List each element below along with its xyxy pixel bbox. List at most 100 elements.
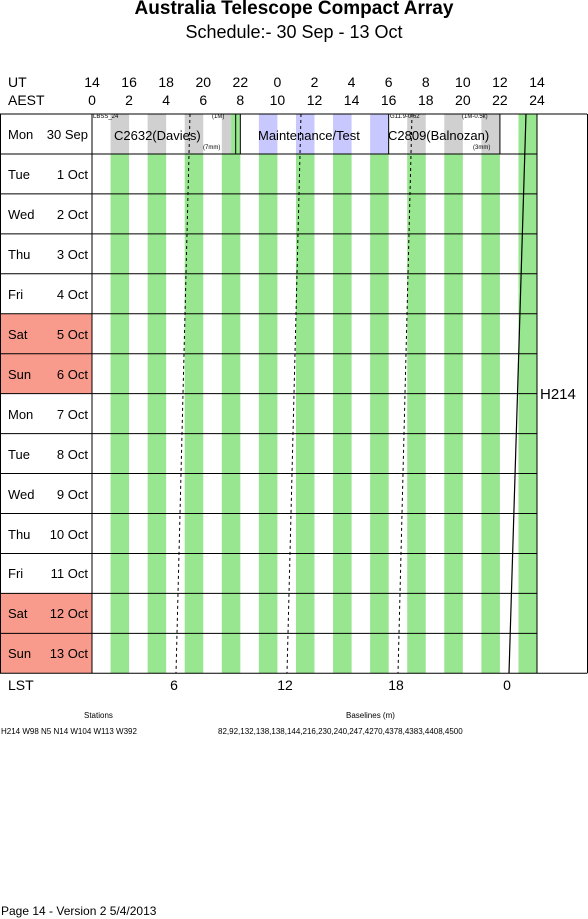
day-date-label: 13 Oct [49, 646, 88, 662]
green-stripe [147, 153, 167, 674]
gray-block [481, 114, 500, 154]
weekend-cell [0, 593, 92, 634]
gray-block [110, 114, 130, 154]
ut-tick-label: 2 [310, 74, 319, 90]
page-footer: Page 14 - Version 2 5/4/2013 [1, 904, 157, 918]
gray-block [221, 114, 232, 154]
stations-list: H214 W98 N5 N14 W104 W113 W392 [1, 727, 137, 736]
green-stripe [518, 114, 537, 154]
page-title: Australia Telescope Compact Array [134, 0, 454, 19]
ut-tick-label: 18 [158, 74, 174, 90]
day-date-label: 3 Oct [56, 246, 88, 262]
baselines-list: 82,92,132,138,138,144,216,230,240,247,42… [218, 727, 463, 736]
aest-tick-label: 2 [125, 92, 133, 108]
ut-tick-label: 8 [421, 74, 430, 90]
ut-tick-label: 14 [84, 74, 100, 90]
gray-block [184, 114, 204, 154]
aest-label: AEST [8, 92, 45, 108]
ut-tick-label: 12 [492, 74, 508, 90]
lst-zero-line [508, 113, 527, 674]
day-date-label: 7 Oct [56, 406, 88, 422]
weekend-cell [0, 313, 92, 354]
day-date-label: 5 Oct [56, 326, 88, 342]
day-date-label: 12 Oct [49, 606, 88, 622]
day-name-label: Wed [8, 486, 35, 502]
day-name-label: Wed [8, 206, 35, 222]
green-stripe [258, 153, 278, 674]
day-name-label: Sun [8, 646, 32, 662]
aest-tick-label: 20 [455, 92, 471, 108]
aest-tick-label: 12 [306, 92, 323, 108]
day-name-label: Thu [8, 526, 31, 542]
baselines-heading: Baselines (m) [346, 711, 395, 720]
c2809-band-label: (3mm) [473, 145, 491, 151]
aest-tick-label: 22 [492, 92, 508, 108]
green-stripe [221, 153, 241, 674]
aest-tick-label: 6 [199, 92, 208, 108]
aest-tick-label: 4 [162, 92, 171, 108]
lst-tick-label: 0 [503, 677, 511, 693]
green-stripe [333, 153, 352, 674]
aest-tick-label: 10 [269, 92, 286, 108]
green-stripe [184, 153, 204, 674]
c2809-config-label: (1M-0.5k) [462, 114, 488, 120]
lavender-block [295, 114, 315, 154]
day-name-label: Thu [8, 246, 31, 262]
ut-tick-label: 10 [455, 74, 471, 90]
lst-tick-label: 12 [277, 677, 293, 693]
day-date-label: 11 Oct [50, 566, 88, 582]
lavender-block [370, 114, 389, 154]
day-date-label: 1 Oct [56, 166, 88, 182]
aest-tick-label: 8 [236, 92, 245, 108]
ut-tick-label: 0 [273, 74, 282, 90]
day-name-label: Tue [8, 166, 30, 182]
ut-tick-label: 4 [347, 74, 356, 90]
day-date-label: 4 Oct [56, 286, 88, 302]
lst-tick-label: 18 [388, 677, 404, 693]
aest-tick-label: 0 [88, 92, 96, 108]
green-stripe [518, 153, 537, 674]
array-config-label: H214 [540, 386, 576, 403]
green-stripe [370, 153, 389, 674]
green-stripe [444, 153, 463, 674]
lavender-block [258, 114, 278, 154]
gray-block [147, 114, 167, 154]
aest-tick-label: 24 [529, 92, 545, 108]
ut-label: UT [8, 74, 27, 90]
ut-tick-label: 16 [121, 74, 137, 90]
lbss-block-label: LBSS_24 [93, 114, 119, 120]
aest-tick-label: 14 [343, 92, 360, 108]
day-date-label: 30 Sep [46, 127, 88, 142]
day-date-label: 10 Oct [49, 526, 88, 542]
day-name-label: Fri [8, 566, 24, 582]
aest-tick-label: 16 [380, 92, 397, 108]
day-name-label: Fri [8, 286, 24, 302]
ut-tick-label: 14 [529, 74, 545, 90]
c2632-block-label: C2632(Davies) [114, 128, 201, 143]
gray-block [444, 114, 463, 154]
c2809-block-label: C2809(Balnozan) [388, 128, 490, 143]
stations-heading: Stations [84, 711, 113, 720]
green-stripe [407, 153, 426, 674]
lst-tick-label: 6 [170, 677, 178, 693]
ut-tick-label: 6 [384, 74, 393, 90]
weekend-cell [0, 633, 92, 674]
day-name-label: Sat [8, 606, 28, 622]
g11-block-label: G11.9-0.62 [390, 114, 420, 120]
ut-tick-label: 20 [195, 74, 212, 90]
day-date-label: 9 Oct [56, 486, 88, 502]
day-date-label: 6 Oct [56, 366, 88, 382]
lavender-block [333, 114, 352, 154]
c2632-band-label: (7mm) [203, 145, 221, 151]
aest-tick-label: 18 [417, 92, 434, 108]
day-date-label: 2 Oct [56, 206, 88, 222]
ut-tick-label: 22 [232, 74, 249, 90]
schedule-subtitle: Schedule:- 30 Sep - 13 Oct [185, 22, 403, 42]
day-name-label: Tue [8, 446, 30, 462]
day-name-label: Sun [8, 366, 32, 382]
day-name-label: Mon [8, 406, 34, 422]
green-stripe [110, 153, 130, 674]
weekend-cell [0, 353, 92, 394]
day-name-label: Sat [8, 326, 28, 342]
